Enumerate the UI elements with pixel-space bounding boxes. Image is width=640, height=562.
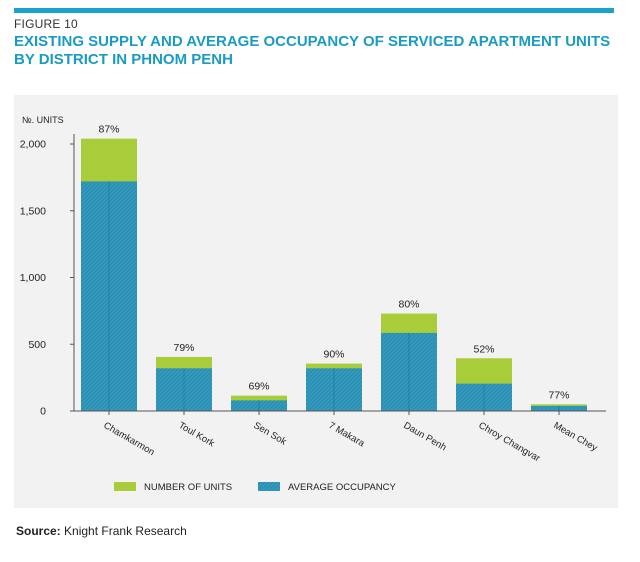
x-category-label: 7 Makara <box>327 420 367 450</box>
x-category-label: Chroy Changvar <box>477 420 542 464</box>
x-category-label: Daun Penh <box>402 420 449 453</box>
figure-title: EXISTING SUPPLY AND AVERAGE OCCUPANCY OF… <box>14 33 611 68</box>
legend-label-average-occupancy: AVERAGE OCCUPANCY <box>288 482 397 493</box>
legend-swatch-average-occupancy <box>258 482 280 491</box>
x-category-label: Toul Kork <box>177 420 217 449</box>
data-label: 87% <box>98 124 119 136</box>
source-text: Knight Frank Research <box>64 524 187 538</box>
data-label: 79% <box>173 342 194 354</box>
y-tick-label: 0 <box>40 406 46 418</box>
figure-label: FIGURE 10 <box>14 17 78 31</box>
y-tick-label: 500 <box>28 339 46 351</box>
data-label: 77% <box>548 389 569 401</box>
data-label: 90% <box>323 349 344 361</box>
bar-chart: №. UNITS 0 500 1,000 1,500 2,000 87% Chamkarmon… <box>20 115 606 493</box>
chart-panel: №. UNITS 0 500 1,000 1,500 2,000 87% Chamkarmon… <box>14 95 618 508</box>
legend-label-number-of-units: NUMBER OF UNITS <box>144 482 232 493</box>
source-label: Source: <box>16 524 61 538</box>
data-label: 52% <box>473 343 494 355</box>
x-category-label: Sen Sok <box>252 420 289 448</box>
x-category-label: Mean Chey <box>552 420 600 454</box>
x-category-label: Chamkarmon <box>102 420 157 458</box>
data-label: 80% <box>398 299 419 311</box>
top-rule <box>14 8 614 13</box>
legend-swatch-number-of-units <box>114 482 136 491</box>
data-label: 69% <box>248 381 269 393</box>
y-axis-label: №. UNITS <box>22 115 64 125</box>
y-tick-label: 1,500 <box>20 205 46 217</box>
source-note: Source: Knight Frank Research <box>16 524 187 538</box>
y-tick-label: 2,000 <box>20 139 46 151</box>
y-tick-label: 1,000 <box>20 272 46 284</box>
